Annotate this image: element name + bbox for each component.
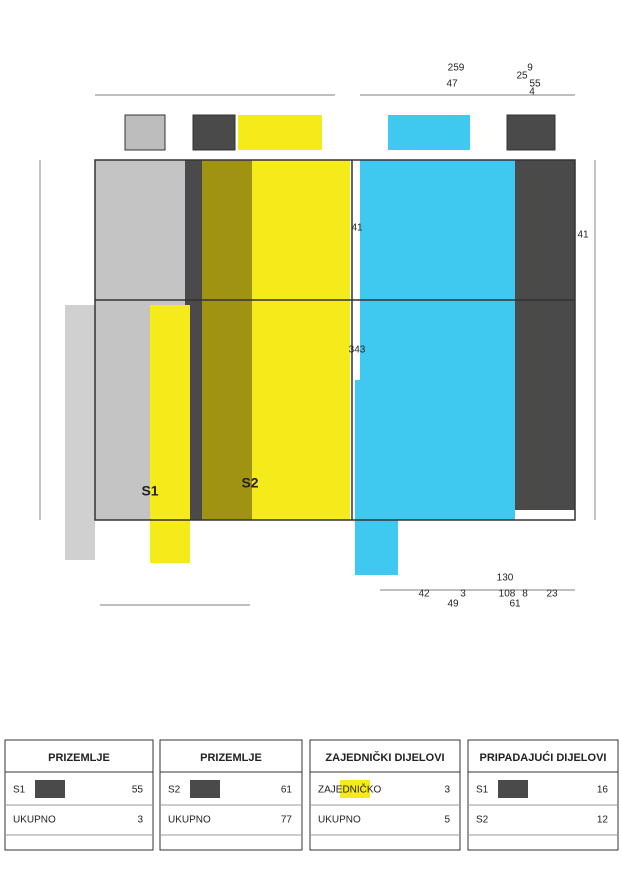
unit-label: S1 [141, 483, 158, 499]
zone-gray-small [124, 114, 166, 151]
dimension-text: 42 [418, 589, 430, 600]
table-frame [159, 739, 303, 851]
zone-yellow-shaded [202, 160, 252, 520]
dimension-text: 61 [509, 599, 521, 610]
dimension-text: 49 [447, 599, 459, 610]
table-cell: 61 [281, 785, 293, 796]
legend-swatch [498, 780, 528, 798]
zone-cyan-small [388, 115, 470, 150]
dimension-text: 55 [529, 79, 541, 90]
legend-swatch [340, 780, 370, 798]
table-cell: 12 [597, 815, 609, 826]
table-cell: 5 [444, 815, 450, 826]
table-cell: S2 [476, 815, 489, 826]
table-cell: 3 [444, 785, 450, 796]
table-title: PRIPADAJUĆI DIJELOVI [480, 751, 607, 764]
table-frame [4, 739, 154, 851]
table-cell: S2 [168, 785, 181, 796]
table-cell: S1 [13, 785, 26, 796]
table-title: ZAJEDNIČKI DIJELOVI [325, 751, 444, 764]
table-frame [467, 739, 619, 851]
dimension-text: 343 [349, 345, 366, 356]
dimension-text: 8 [522, 589, 528, 600]
dimension-text: 41 [351, 223, 363, 234]
dimension-text: 130 [497, 573, 514, 584]
table-cell: 3 [137, 815, 143, 826]
table-cell: ZAJEDNIČKO [318, 783, 382, 796]
table-cell: 77 [281, 815, 293, 826]
zone-dark-small-right [506, 114, 556, 151]
table-cell: UKUPNO [168, 815, 211, 826]
zone-gray-annex [65, 305, 95, 560]
table-cell: UKUPNO [318, 815, 361, 826]
zone-dark-small [192, 114, 236, 151]
table-cell: S1 [476, 785, 489, 796]
table-frame [309, 739, 461, 851]
table-cell: 55 [132, 785, 144, 796]
zone-dark-right [515, 160, 575, 510]
dimension-text: 259 [448, 63, 465, 74]
tables: PRIZEMLJE S1 55 UKUPNO 3 PRIZEMLJE S2 61 UKUPNO 7… [4, 739, 619, 851]
table-title: PRIZEMLJE [48, 752, 110, 764]
unit-label: S2 [241, 475, 258, 491]
dimension-text: 3 [460, 589, 466, 600]
dimension-text: 9 [527, 63, 533, 74]
dimension-text: 47 [446, 79, 458, 90]
dimension-text: 41 [577, 230, 589, 241]
table-title: PRIZEMLJE [200, 752, 262, 764]
dimension-text: 25 [516, 71, 528, 82]
zone-yellow-strip [150, 305, 190, 563]
table-cell: 16 [597, 785, 609, 796]
dimension-text: 108 [499, 589, 516, 600]
dimension-text: 4 [529, 87, 535, 98]
dimension-text: 23 [546, 589, 558, 600]
legend-swatch [190, 780, 220, 798]
table-cell: UKUPNO [13, 815, 56, 826]
zone-cyan-strip [355, 380, 398, 575]
outer-wall [94, 159, 576, 521]
legend-swatch [35, 780, 65, 798]
zone-yellow-small [238, 115, 322, 150]
